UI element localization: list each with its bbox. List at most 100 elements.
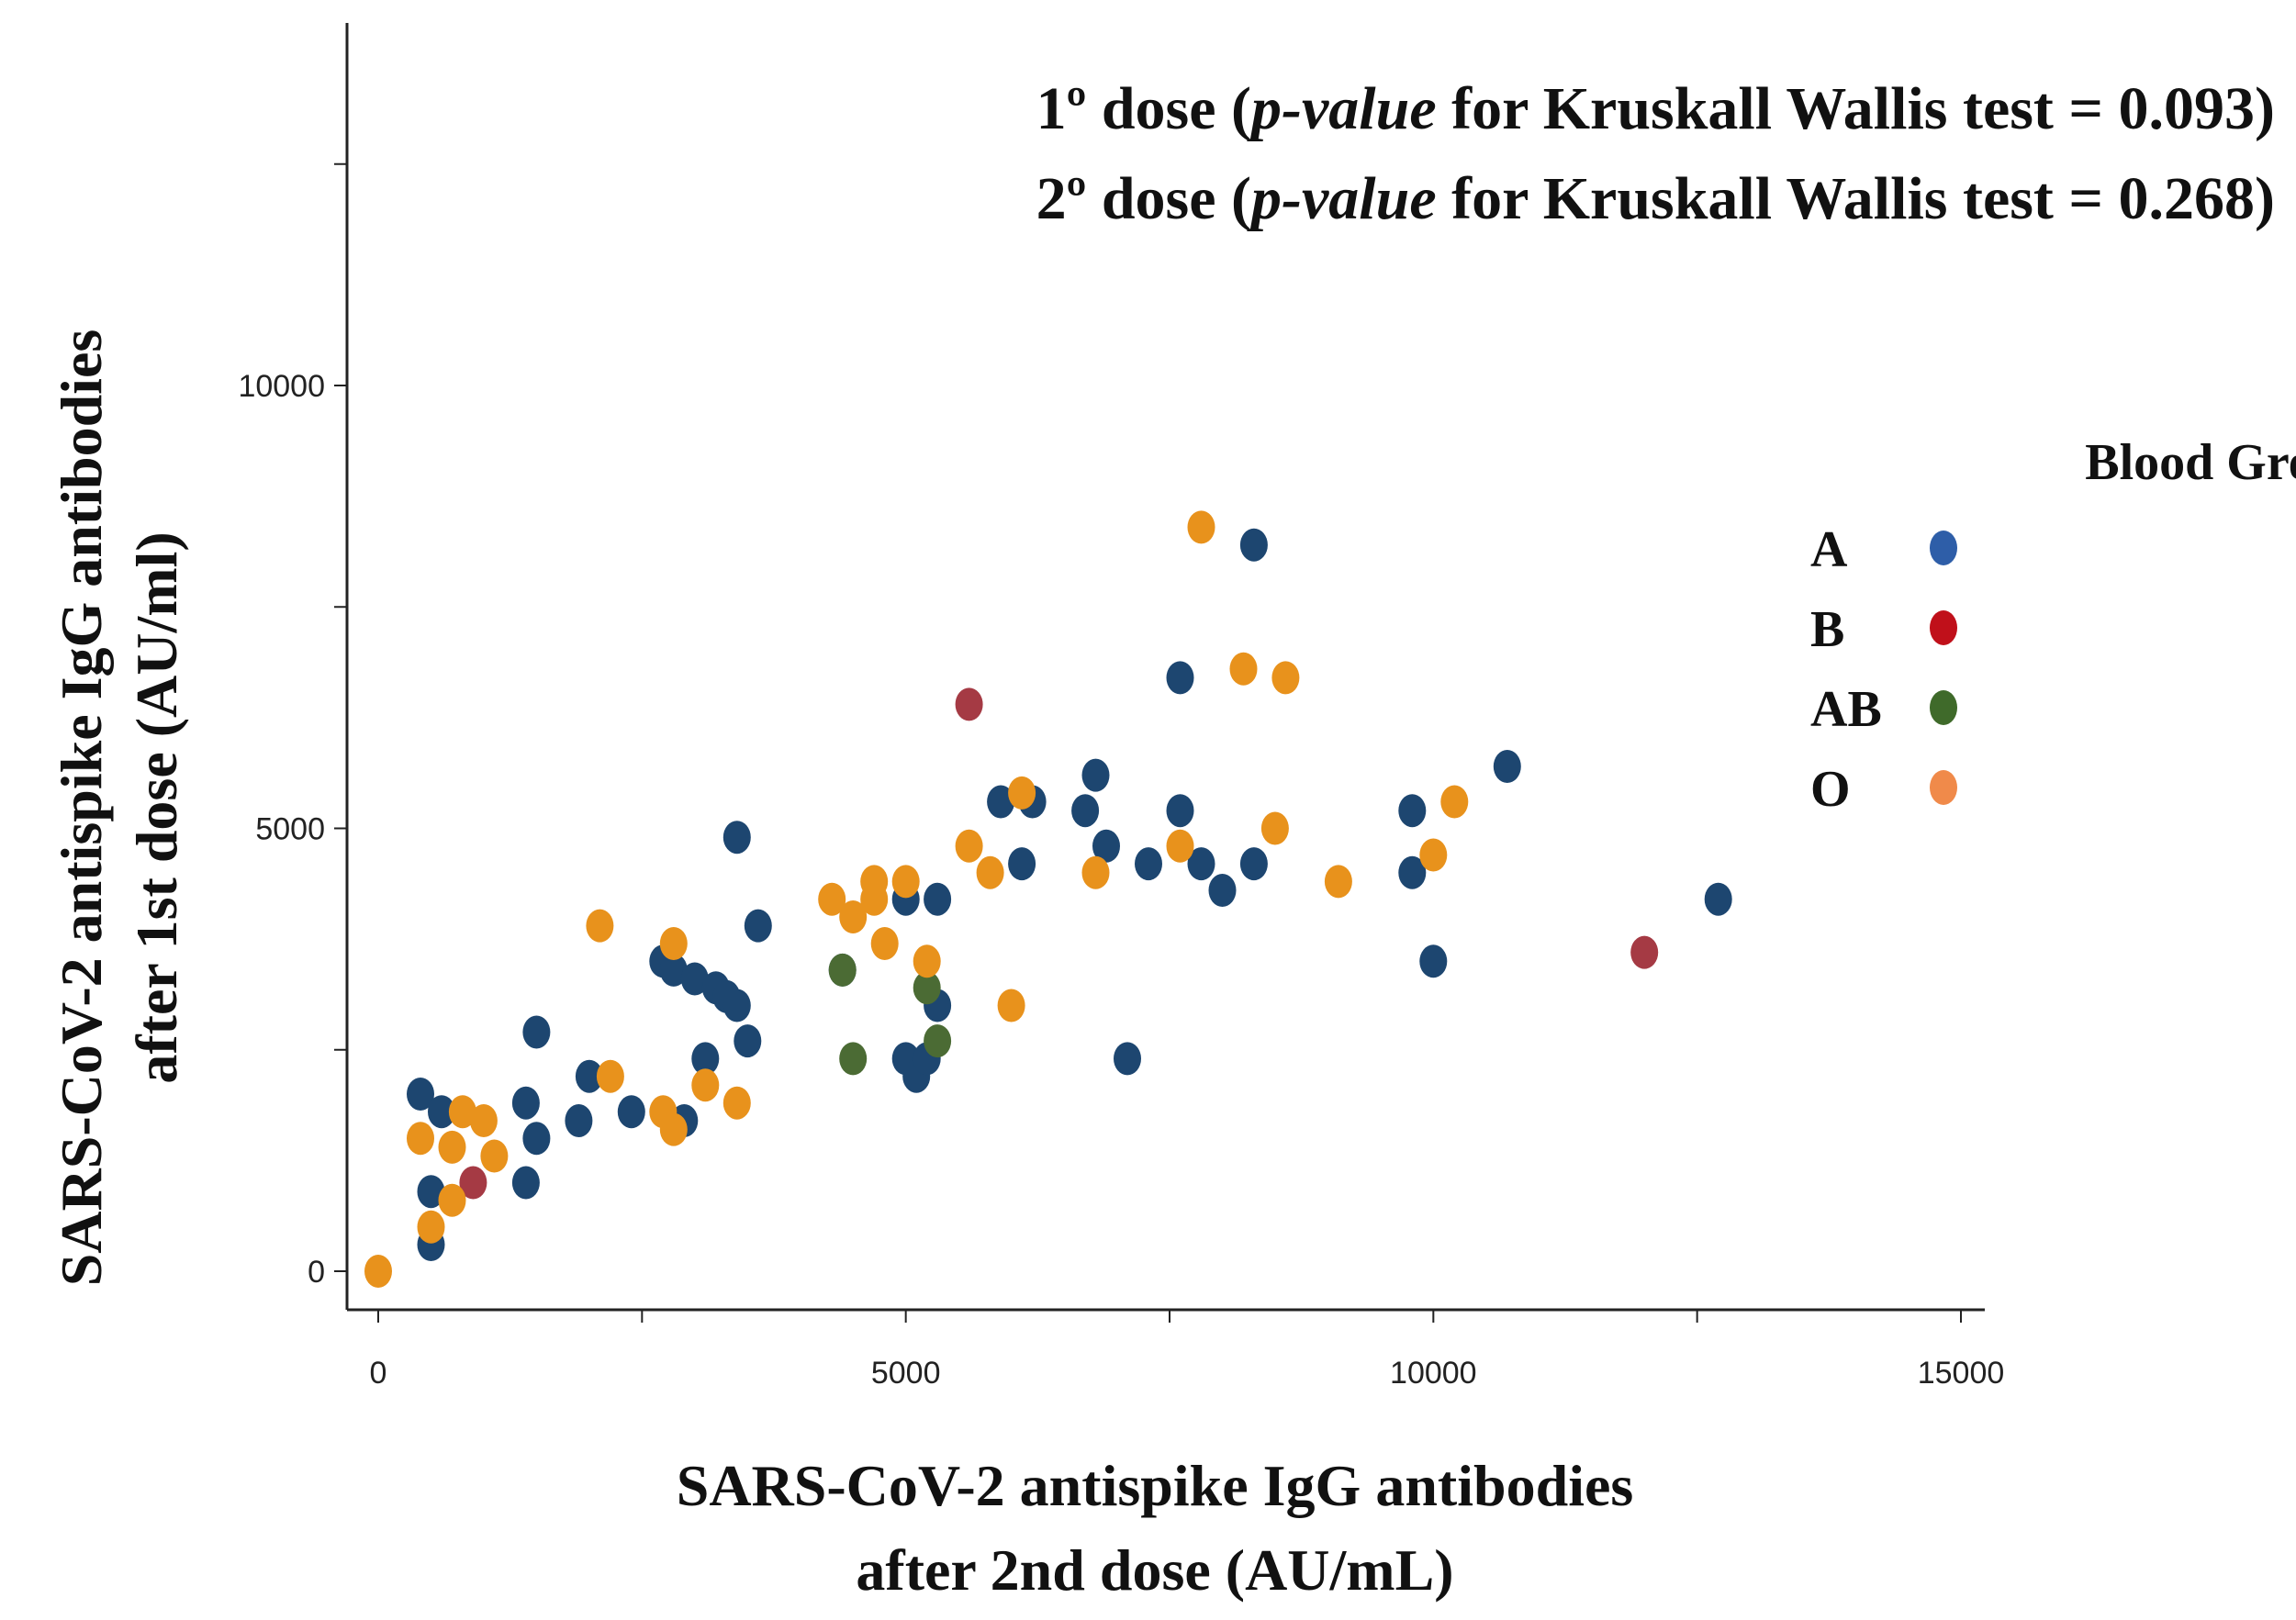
data-point-a	[734, 1024, 762, 1058]
data-point-a	[722, 989, 751, 1022]
data-point-a	[565, 1104, 593, 1137]
data-point-a	[1114, 1042, 1141, 1076]
y-axis-label-line-1: SARS-CoV-2 antispike IgG antibodies	[49, 330, 114, 1287]
data-point-o	[659, 1112, 688, 1146]
x-tick-label: 10000	[1390, 1356, 1477, 1391]
legend-marker-o	[1930, 770, 1957, 805]
x-tick-label: 0	[370, 1356, 387, 1391]
data-point-o	[691, 1068, 720, 1102]
data-point-a	[691, 1042, 720, 1076]
title-line-1-pre: 1º dose (	[1036, 75, 1251, 142]
y-axis-label-line-2: after 1st dose (AU/ml)	[124, 531, 189, 1083]
legend-title: Blood Groups	[2085, 434, 2296, 491]
data-point-o	[448, 1095, 476, 1129]
data-point-o	[997, 989, 1025, 1022]
data-point-o	[480, 1139, 509, 1173]
data-point-o	[438, 1183, 466, 1217]
data-point-b	[459, 1166, 487, 1200]
data-point-o	[955, 829, 983, 863]
data-point-o	[870, 927, 899, 960]
x-axis-label-line-2: after 2nd dose (AU/mL)	[856, 1537, 1453, 1603]
data-point-o	[722, 1086, 751, 1120]
series-o	[364, 510, 1469, 1288]
data-point-b	[1630, 935, 1659, 969]
data-point-a	[1187, 847, 1215, 881]
title-line-1-italic: p-value	[1247, 75, 1437, 142]
data-point-o	[1008, 776, 1036, 810]
title-line-2-post: for Kruskall Wallis test = 0.268)	[1437, 165, 2275, 232]
data-point-a	[1166, 661, 1194, 695]
data-point-o	[1271, 661, 1300, 695]
y-axis-label: SARS-CoV-2 antispike IgG antibodies afte…	[49, 330, 189, 1287]
series-ab	[828, 953, 952, 1076]
data-point-a	[1092, 829, 1120, 863]
data-point-o	[1324, 865, 1352, 899]
x-tick-label: 15000	[1918, 1356, 2005, 1391]
data-point-a	[744, 909, 772, 943]
data-point-a	[1704, 882, 1732, 916]
data-point-a	[1419, 944, 1448, 978]
data-point-ab	[913, 971, 941, 1005]
data-point-a	[428, 1095, 455, 1129]
data-point-o	[1419, 838, 1448, 872]
legend-marker-ab	[1930, 690, 1957, 725]
data-point-a	[1208, 874, 1237, 907]
data-point-o	[1260, 811, 1289, 845]
y-tick-label: 0	[308, 1255, 325, 1290]
title-line-1: 1º dose (p-value for Kruskall Wallis tes…	[1036, 75, 2275, 142]
data-point-a	[1008, 847, 1036, 881]
legend-marker-a	[1930, 531, 1957, 565]
data-point-a	[659, 953, 688, 987]
data-point-o	[1187, 510, 1215, 544]
data-point-o	[1166, 829, 1194, 863]
legend-label-a: A	[1810, 521, 1848, 578]
data-point-a	[417, 1175, 445, 1209]
x-axis-label-line-1: SARS-CoV-2 antispike IgG antibodies	[677, 1453, 1634, 1518]
legend-entries: AB AB O	[1810, 521, 1957, 818]
data-point-o	[438, 1130, 466, 1164]
x-axis-label: SARS-CoV-2 antispike IgG antibodies afte…	[677, 1453, 1634, 1603]
title-line-2-italic: p-value	[1247, 165, 1437, 232]
data-point-a	[1493, 750, 1521, 783]
data-point-o	[417, 1210, 445, 1244]
data-point-o	[839, 900, 868, 933]
y-tick-label: 10000	[238, 369, 325, 404]
y-tick-label: 5000	[255, 812, 325, 847]
title-line-2: 2º dose (p-value for Kruskall Wallis tes…	[1036, 165, 2275, 232]
data-point-a	[617, 1095, 645, 1129]
data-point-o	[659, 927, 688, 960]
data-point-a	[1135, 847, 1162, 881]
series-a	[407, 528, 1732, 1261]
data-point-ab	[924, 1024, 952, 1058]
data-point-a	[680, 962, 709, 996]
title-line-2-pre: 2º dose (	[1036, 165, 1251, 232]
data-point-a	[1166, 794, 1194, 828]
data-point-a	[1398, 794, 1427, 828]
data-point-b	[955, 687, 983, 721]
data-point-o	[1081, 855, 1110, 889]
data-point-o	[976, 855, 1004, 889]
data-point-o	[596, 1059, 624, 1093]
data-point-a	[924, 882, 952, 916]
data-point-a	[522, 1122, 551, 1156]
legend-label-ab: AB	[1810, 681, 1882, 738]
data-point-o	[469, 1104, 498, 1137]
data-point-a	[1239, 528, 1268, 562]
data-point-a	[511, 1166, 540, 1200]
data-point-o	[1440, 785, 1469, 819]
data-point-o	[586, 909, 614, 943]
data-point-o	[818, 882, 846, 916]
legend-marker-b	[1930, 610, 1957, 645]
data-point-ab	[839, 1042, 868, 1076]
data-point-o	[364, 1255, 392, 1288]
title-line-1-post: for Kruskall Wallis test = 0.093)	[1437, 75, 2275, 142]
data-point-a	[1239, 847, 1268, 881]
title-block: 1º dose (p-value for Kruskall Wallis tes…	[1036, 75, 2275, 232]
x-tick-label: 5000	[871, 1356, 941, 1391]
data-point-o	[860, 882, 889, 916]
data-point-a	[722, 821, 751, 855]
data-point-o	[913, 944, 941, 978]
legend: Blood Groups AB AB O	[1810, 434, 2296, 818]
series-b	[459, 687, 1659, 1200]
